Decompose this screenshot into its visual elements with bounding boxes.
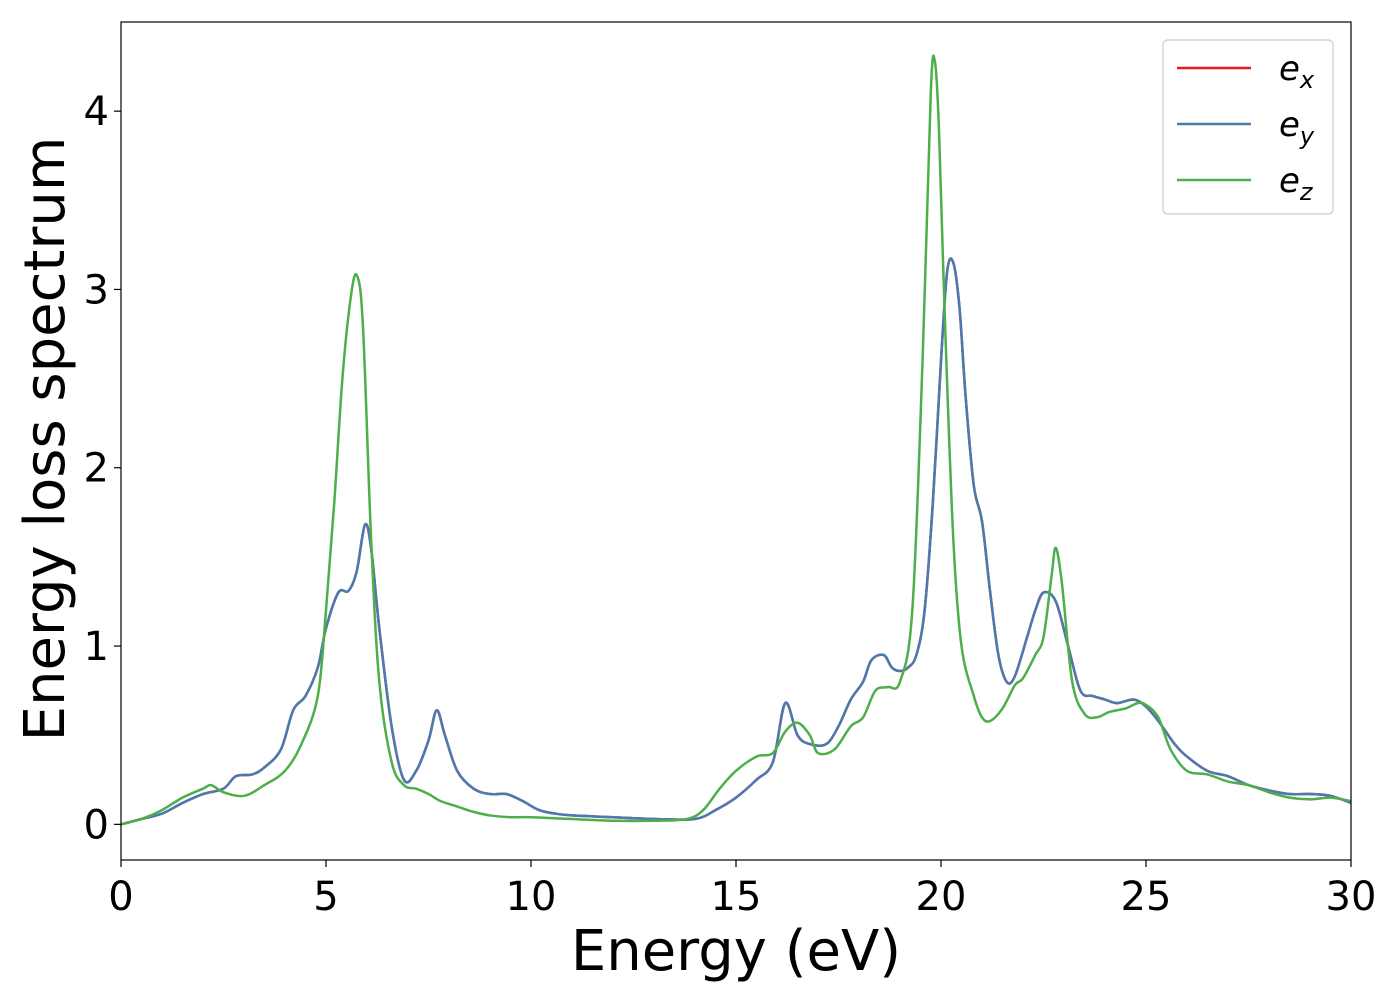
- y-tick-label: 0: [84, 802, 109, 848]
- y-tick-label: 4: [84, 89, 109, 135]
- y-tick-label: 3: [84, 267, 109, 313]
- legend-box: [1162, 39, 1334, 215]
- y-axis-label: Energy loss spectrum: [13, 137, 78, 742]
- ticks-layer: 0 5 10 15 20 25 30 0 1 2 3 4: [84, 89, 1377, 920]
- x-tick-label: 25: [1121, 874, 1172, 920]
- x-tick-label: 10: [506, 874, 557, 920]
- legend-label-z: ez: [1279, 161, 1314, 206]
- series-layer: [120, 54, 1352, 826]
- legend-label-y: ey: [1279, 105, 1315, 150]
- x-axis-label: Energy (eV): [571, 919, 901, 984]
- series-line-y: [120, 257, 1352, 826]
- y-tick-label: 2: [84, 446, 109, 492]
- legend-label-x: ex: [1279, 49, 1315, 94]
- x-tick-label: 0: [108, 874, 133, 920]
- x-tick-label: 5: [313, 874, 338, 920]
- series-line-z: [120, 54, 1352, 826]
- x-tick-label: 30: [1326, 874, 1377, 920]
- x-tick-label: 20: [916, 874, 967, 920]
- y-tick-label: 1: [84, 624, 109, 670]
- x-tick-label: 15: [711, 874, 762, 920]
- legend: ex ey ez: [1162, 39, 1334, 215]
